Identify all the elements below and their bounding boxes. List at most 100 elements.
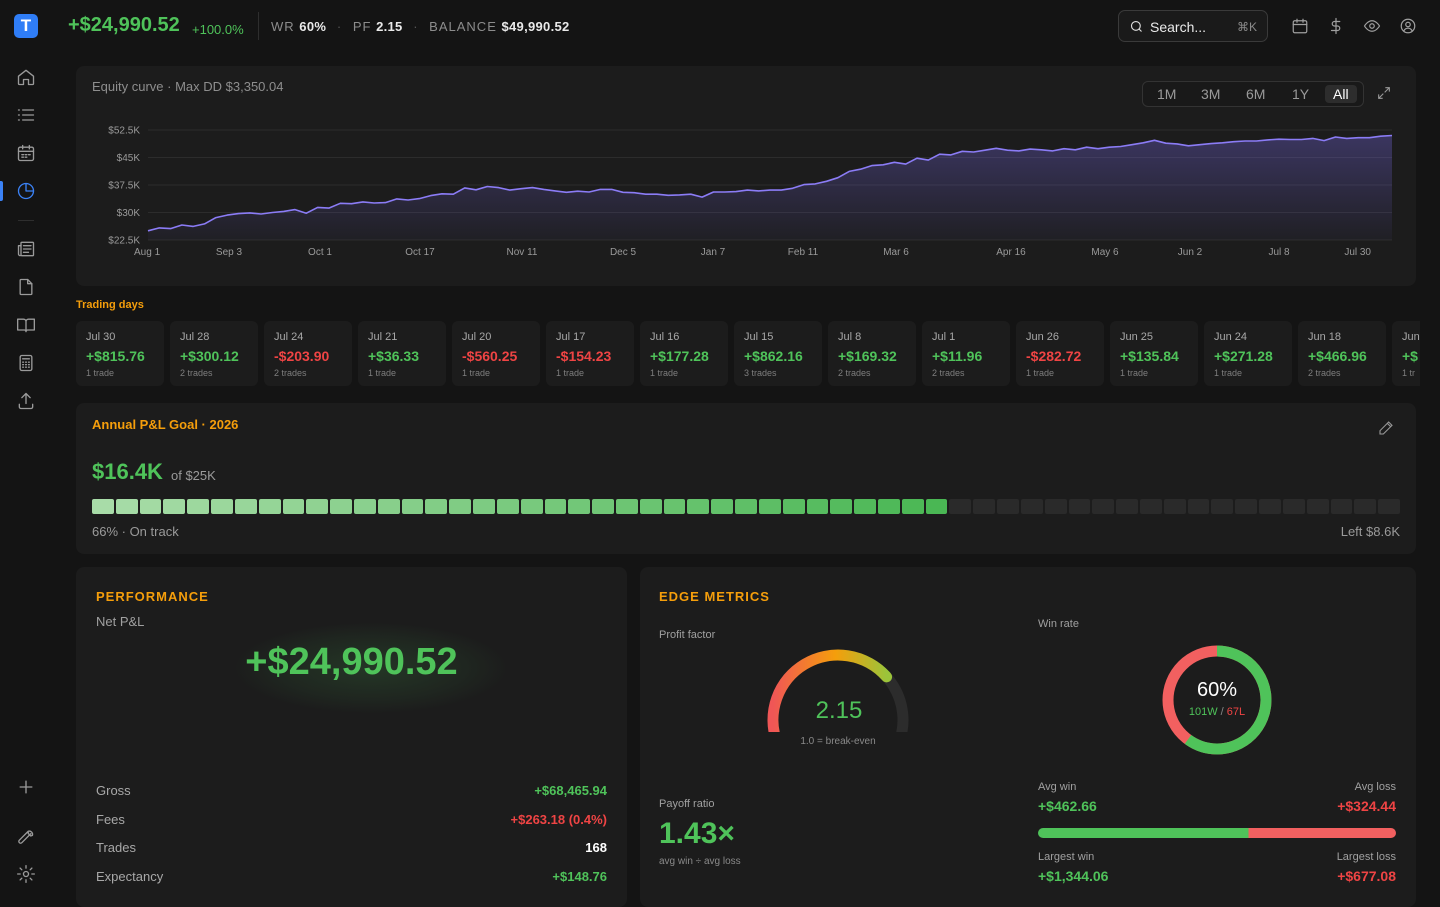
trading-day-trades: 3 trades — [744, 368, 777, 378]
goal-segment — [496, 499, 519, 514]
range-1m[interactable]: 1M — [1157, 86, 1177, 102]
trading-day-pnl: +$300.12 — [180, 348, 239, 364]
goal-segment — [1187, 499, 1210, 514]
goal-segment — [258, 499, 281, 514]
gear-icon[interactable] — [16, 864, 36, 884]
user-icon[interactable] — [1399, 17, 1417, 35]
sidebar-divider — [18, 220, 34, 221]
goal-segment — [1259, 499, 1281, 514]
goal-status: 66% · On track — [92, 524, 179, 539]
wrench-icon[interactable] — [16, 826, 36, 846]
trading-day-card[interactable]: Jul 16 +$177.28 1 trade — [640, 321, 728, 386]
perf-row-value: +$68,465.94 — [534, 783, 607, 798]
wl-separator: / — [1220, 706, 1224, 718]
trading-day-card[interactable]: Jul 17 -$154.23 1 trade — [546, 321, 634, 386]
app-logo[interactable]: T — [14, 14, 38, 38]
goal-segment — [211, 499, 233, 514]
trading-day-card[interactable]: Jul 24 -$203.90 2 trades — [264, 321, 352, 386]
avg-win-label: Avg win — [1038, 781, 1077, 793]
upload-icon[interactable] — [16, 391, 36, 411]
trading-day-card[interactable]: Jun +$ 1 tr — [1392, 321, 1420, 386]
search-icon — [1130, 20, 1142, 32]
expand-icon[interactable] — [1376, 85, 1392, 101]
plus-icon[interactable] — [16, 777, 36, 797]
home-icon[interactable] — [16, 67, 36, 87]
trading-day-card[interactable]: Jul 15 +$862.16 3 trades — [734, 321, 822, 386]
trading-day-pnl: -$560.25 — [462, 348, 518, 364]
goal-segment — [1306, 499, 1329, 514]
trading-day-card[interactable]: Jun 25 +$135.84 1 trade — [1110, 321, 1198, 386]
equity-line — [147, 134, 1393, 232]
x-tick-label: Sep 3 — [216, 247, 243, 258]
search-input[interactable]: Search... ⌘K — [1118, 10, 1268, 42]
pie-chart-icon[interactable] — [16, 181, 36, 201]
book-icon[interactable] — [16, 315, 36, 335]
trading-day-card[interactable]: Jun 24 +$271.28 1 trade — [1204, 321, 1292, 386]
trading-day-date: Jul 21 — [368, 331, 398, 343]
trading-day-card[interactable]: Jul 28 +$300.12 2 trades — [170, 321, 258, 386]
header-separator — [258, 12, 259, 40]
dollar-icon[interactable] — [1327, 17, 1345, 35]
list-icon[interactable] — [16, 105, 36, 125]
trading-day-card[interactable]: Jun 26 -$282.72 1 trade — [1016, 321, 1104, 386]
edit-icon[interactable] — [1378, 420, 1394, 436]
trading-day-card[interactable]: Jul 30 +$815.76 1 trade — [76, 321, 164, 386]
trading-day-card[interactable]: Jul 20 -$560.25 1 trade — [452, 321, 540, 386]
range-3m[interactable]: 3M — [1201, 86, 1221, 102]
top-bar: +$24,990.52 +100.0% WR 60% · PF 2.15 · B… — [52, 0, 1440, 52]
perf-row-gross: Gross +$68,465.94 — [96, 783, 607, 801]
trading-day-card[interactable]: Jul 21 +$36.33 1 trade — [358, 321, 446, 386]
performance-title: PERFORMANCE — [96, 589, 209, 604]
trading-day-trades: 1 trade — [650, 368, 679, 378]
stat-dot: · — [336, 19, 343, 34]
goal-segment — [330, 499, 352, 514]
perf-row-value: +$148.76 — [552, 869, 607, 884]
newspaper-icon[interactable] — [16, 239, 36, 259]
perf-row-value: 168 — [585, 840, 607, 855]
trading-day-trades: 1 trade — [1120, 368, 1149, 378]
range-1y[interactable]: 1Y — [1292, 86, 1310, 102]
y-tick-label: $22.5K — [108, 236, 140, 247]
balance-label: BALANCE — [429, 19, 497, 34]
trading-day-card[interactable]: Jun 18 +$466.96 2 trades — [1298, 321, 1386, 386]
trading-day-trades: 1 trade — [368, 368, 397, 378]
trading-day-date: Jul 20 — [462, 331, 492, 343]
trading-day-date: Jul 28 — [180, 331, 210, 343]
goal-segment — [1378, 499, 1400, 514]
pf-label: PF — [352, 19, 372, 34]
y-tick-label: $52.5K — [108, 126, 140, 137]
calendar-icon[interactable] — [1291, 17, 1309, 35]
wr-label: WR — [271, 19, 295, 34]
range-all[interactable]: All — [1325, 85, 1357, 103]
equity-curve-card: Equity curve · Max DD $3,350.04 $52.5K $4… — [76, 66, 1416, 286]
goal-segment — [1163, 499, 1186, 514]
trading-day-card[interactable]: Jul 1 +$11.96 2 trades — [922, 321, 1010, 386]
calculator-icon[interactable] — [16, 353, 36, 373]
goal-segment — [425, 499, 448, 514]
range-6m[interactable]: 6M — [1246, 86, 1266, 102]
goal-segment — [1235, 499, 1258, 514]
trading-day-date: Jul 24 — [274, 331, 304, 343]
goal-remaining: Left $8.6K — [1340, 524, 1400, 539]
win-loss-count: 101W / 67L — [1167, 706, 1267, 718]
goal-segment — [473, 499, 495, 514]
trading-day-trades: 1 trade — [1026, 368, 1055, 378]
goal-segment — [1068, 499, 1091, 514]
trading-day-pnl: +$11.96 — [932, 348, 983, 364]
goal-segment — [1354, 499, 1377, 514]
largest-loss-value: +$677.08 — [1337, 868, 1396, 884]
file-icon[interactable] — [16, 277, 36, 297]
search-placeholder: Search... — [1150, 19, 1207, 35]
annual-goal-card: Annual P&L Goal · 2026 $16.4K of $25K 66… — [76, 403, 1416, 554]
largest-win-label: Largest win — [1038, 851, 1095, 863]
trading-day-date: Jul 8 — [838, 331, 862, 343]
trading-day-card[interactable]: Jul 8 +$169.32 2 trades — [828, 321, 916, 386]
trading-day-date: Jul 15 — [744, 331, 774, 343]
perf-row-value: +$263.18 (0.4%) — [510, 812, 607, 827]
eye-icon[interactable] — [1363, 17, 1381, 35]
header-pnl-percent: +100.0% — [192, 22, 244, 37]
x-tick-label: Jan 7 — [701, 247, 726, 258]
calendar-icon[interactable] — [16, 143, 36, 163]
goal-segment — [830, 499, 853, 514]
